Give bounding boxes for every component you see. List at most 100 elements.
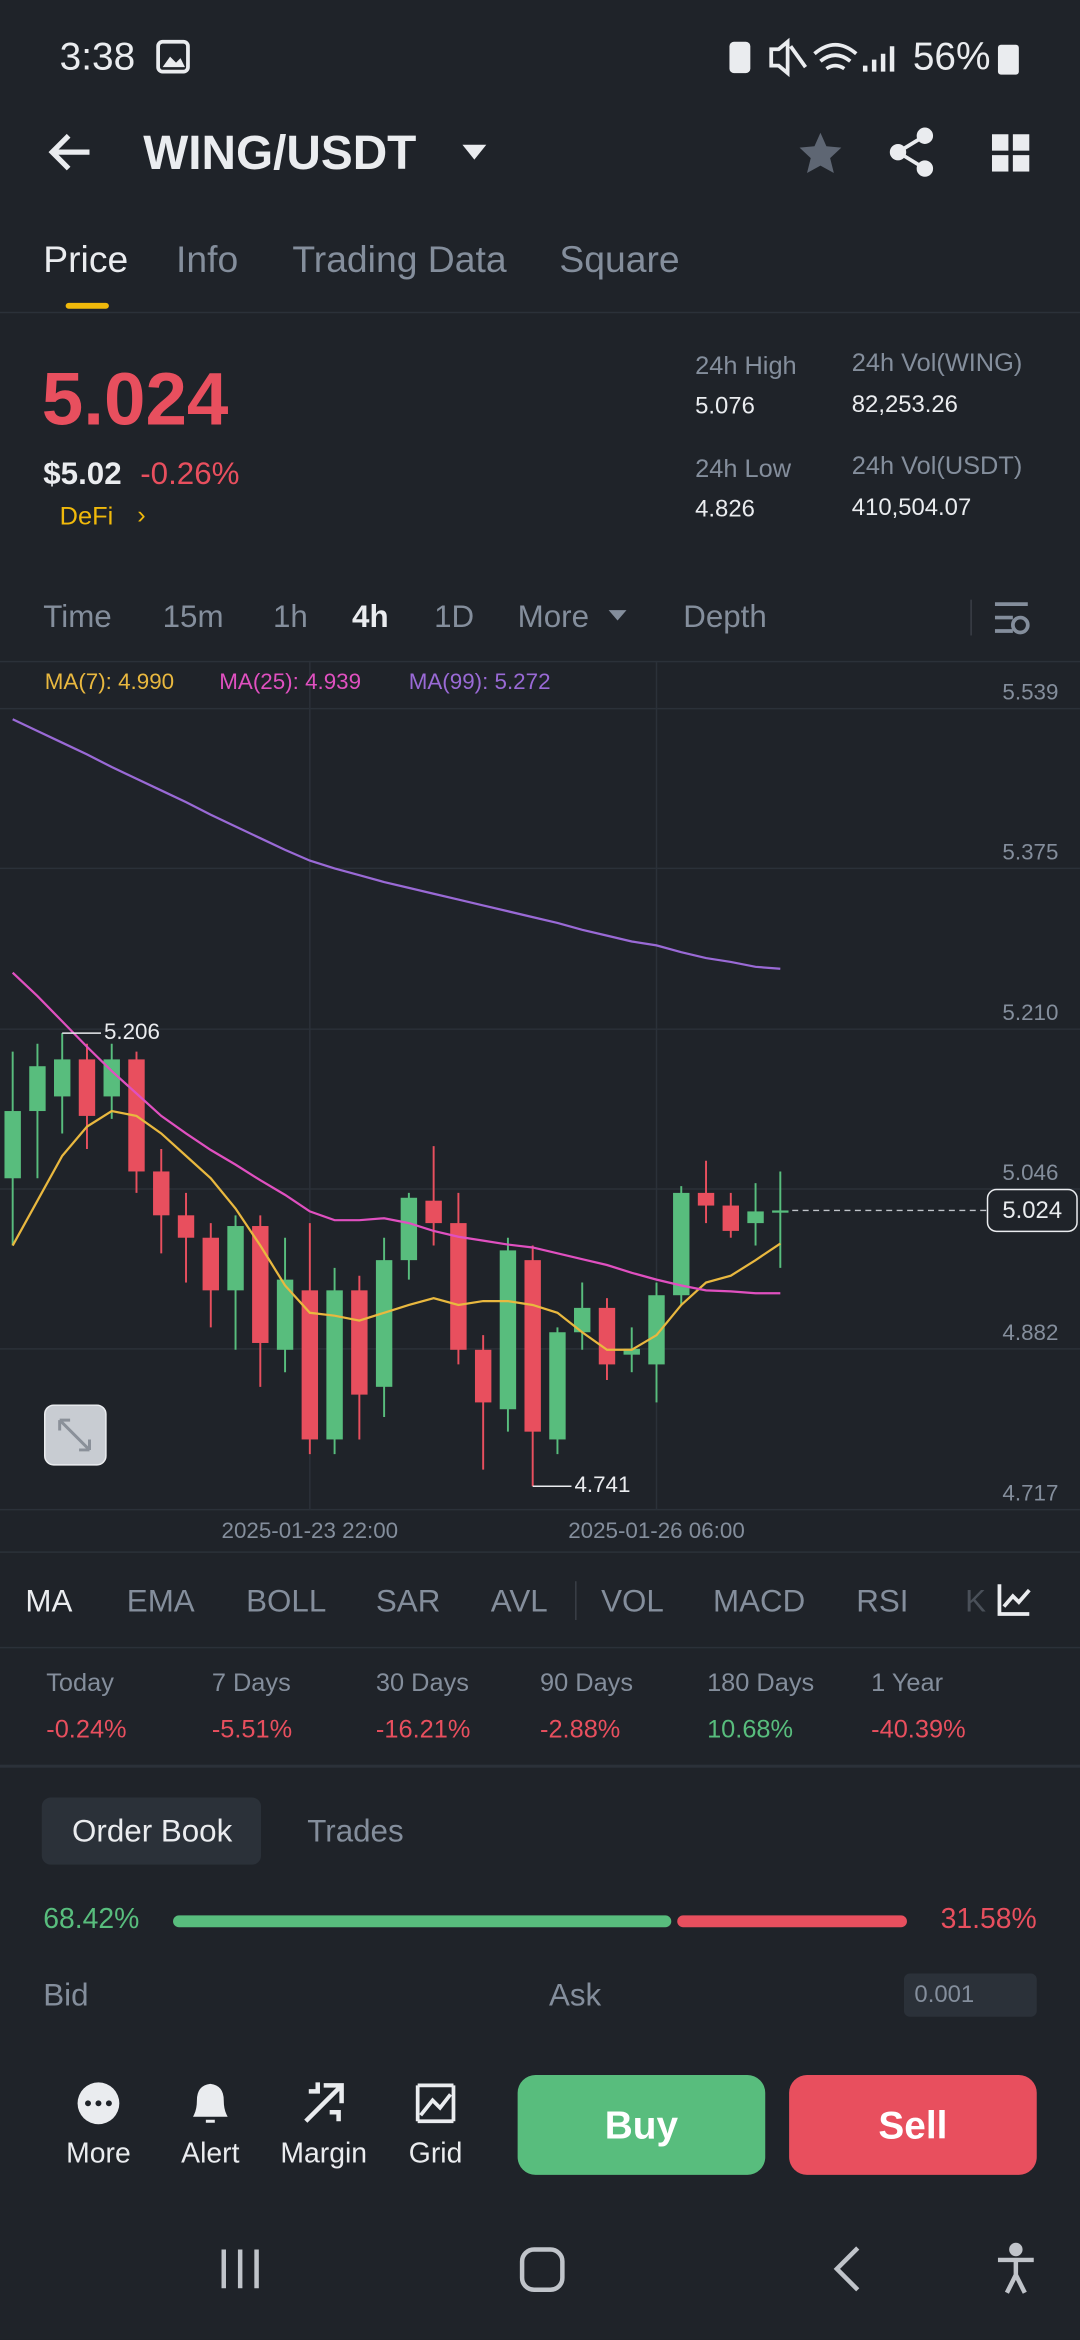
expand-button[interactable]: [44, 1404, 107, 1466]
indicator[interactable]: K: [965, 1584, 987, 1620]
favorite-button[interactable]: [799, 132, 842, 174]
battery-level: 56%: [912, 33, 991, 79]
tab[interactable]: Trading Data: [292, 239, 507, 281]
high-label: 5.206: [104, 1019, 160, 1044]
tab[interactable]: Square: [559, 239, 680, 281]
stat-value: 82,253.26: [851, 392, 958, 418]
period-change: -40.39%: [871, 1714, 966, 1744]
candle-body: [375, 1260, 393, 1387]
step-selector[interactable]: [903, 1973, 1037, 2017]
nav-back[interactable]: [833, 2246, 860, 2292]
tab-indicator: [65, 302, 109, 309]
signal-icon: [862, 46, 895, 72]
tab[interactable]: Info: [176, 239, 239, 281]
separator: [0, 1551, 1080, 1553]
buy-button[interactable]: [517, 2074, 766, 2175]
candle-body: [722, 1205, 739, 1231]
back-button[interactable]: [48, 133, 90, 171]
sell-button[interactable]: [789, 2074, 1037, 2175]
order-book-tab[interactable]: Order Book: [72, 1814, 233, 1849]
ma-line: [11, 1109, 781, 1351]
period-label: Today: [46, 1668, 114, 1698]
separator: [0, 660, 1080, 663]
sector-chevron[interactable]: ›: [137, 500, 146, 530]
chart-settings-button[interactable]: [994, 602, 1030, 635]
price-change: -0.26%: [140, 457, 240, 492]
candle-body: [598, 1307, 616, 1365]
ask-header: Ask: [548, 1978, 602, 2013]
candle-body: [697, 1192, 715, 1206]
interval[interactable]: 1h: [272, 600, 308, 635]
buy-label[interactable]: Buy: [604, 2102, 679, 2148]
candle-body: [301, 1290, 319, 1440]
indicator[interactable]: RSI: [856, 1584, 909, 1620]
interval[interactable]: 15m: [162, 600, 224, 635]
candle-body: [450, 1223, 467, 1350]
indicator-settings[interactable]: [997, 1584, 1031, 1616]
sector-tag[interactable]: DeFi: [59, 502, 114, 531]
last-price-label: 5.024: [1002, 1197, 1062, 1224]
wifi-icon: [813, 42, 858, 71]
period-label: 30 Days: [375, 1668, 469, 1698]
last-price: 5.024: [41, 357, 229, 441]
interval[interactable]: Depth: [683, 600, 767, 635]
candle-body: [29, 1066, 46, 1112]
candle-body: [648, 1295, 665, 1365]
stat-value: 5.076: [695, 394, 755, 420]
layout-button[interactable]: [991, 134, 1030, 172]
indicator[interactable]: SAR: [375, 1584, 441, 1620]
margin-icon[interactable]: [304, 2082, 344, 2123]
toolbar-label[interactable]: Alert: [181, 2138, 240, 2170]
tab-active[interactable]: Price: [43, 239, 129, 281]
sell-label[interactable]: Sell: [878, 2102, 948, 2148]
order-book-tab-bg[interactable]: [41, 1797, 262, 1865]
more-dropdown[interactable]: [608, 610, 627, 621]
candle-body: [351, 1290, 368, 1395]
ask-ratio: 31.58%: [940, 1904, 1037, 1936]
stat-label: 24h Low: [695, 454, 792, 483]
step-value[interactable]: 0.001: [914, 1982, 975, 2009]
interval-active[interactable]: 4h: [352, 600, 389, 635]
alert-icon[interactable]: [193, 2083, 228, 2123]
indicator[interactable]: AVL: [490, 1584, 548, 1620]
accessibility-button[interactable]: [997, 2242, 1034, 2294]
y-tick-label: 5.539: [1002, 680, 1058, 705]
trades-tab[interactable]: Trades: [307, 1814, 404, 1849]
candle-body: [524, 1260, 541, 1432]
indicator[interactable]: EMA: [126, 1584, 195, 1620]
candle-body: [400, 1197, 418, 1261]
share-button[interactable]: [889, 127, 934, 177]
interval[interactable]: More: [517, 600, 590, 635]
toolbar-label[interactable]: Margin: [280, 2138, 368, 2170]
nav-recents[interactable]: [221, 2249, 259, 2289]
ma-line: [12, 718, 781, 970]
period-change: 10.68%: [707, 1714, 794, 1744]
more-icon[interactable]: [77, 2082, 120, 2125]
stat-label: 24h Vol(WING): [851, 348, 1023, 377]
interval[interactable]: Time: [43, 600, 112, 635]
period-change: -16.21%: [375, 1714, 471, 1744]
pair-title[interactable]: WING/USDT: [143, 125, 417, 180]
y-tick-label: 5.375: [1002, 839, 1058, 864]
toolbar-label[interactable]: More: [66, 2138, 131, 2170]
pair-dropdown[interactable]: [462, 144, 487, 160]
separator: [0, 1764, 1080, 1768]
toolbar-label[interactable]: Grid: [408, 2138, 463, 2170]
battery-saver-icon: [729, 41, 751, 74]
interval[interactable]: 1D: [434, 600, 475, 635]
grid-icon[interactable]: [415, 2083, 456, 2124]
ma-line: [11, 971, 781, 1295]
x-tick-label: 2025-01-26 06:00: [568, 1518, 745, 1543]
ma-label: MA(99): 5.272: [408, 669, 551, 695]
indicator[interactable]: BOLL: [246, 1584, 327, 1620]
y-tick-label: 5.046: [1002, 1160, 1058, 1185]
indicator[interactable]: MACD: [713, 1584, 806, 1620]
candle-body: [673, 1192, 690, 1296]
period-change: -5.51%: [211, 1714, 293, 1744]
indicator-active[interactable]: MA: [25, 1584, 73, 1620]
indicator[interactable]: VOL: [601, 1584, 664, 1620]
x-tick-label: 2025-01-23 22:00: [222, 1518, 399, 1543]
nav-home[interactable]: [519, 2247, 565, 2293]
